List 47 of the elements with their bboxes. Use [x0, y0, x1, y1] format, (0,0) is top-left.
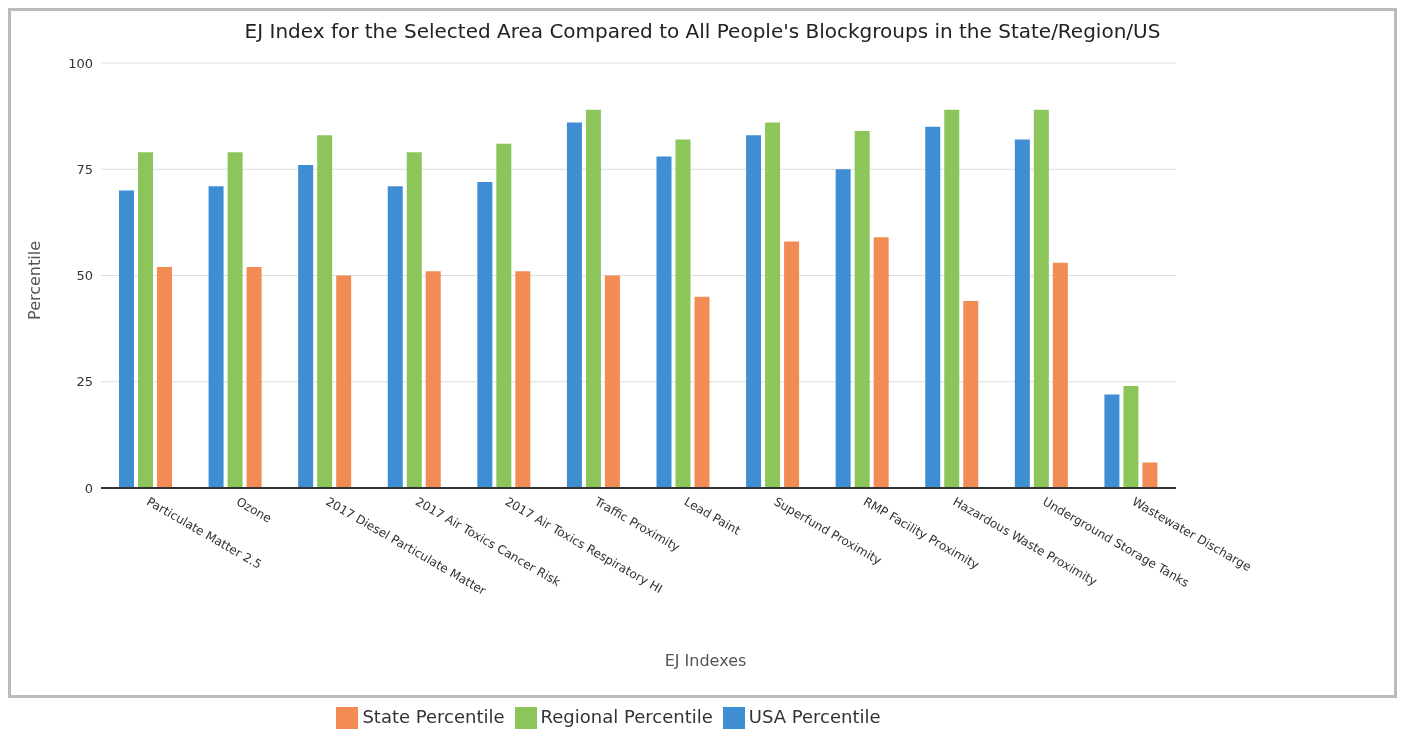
y-tick-label: 0	[84, 480, 93, 496]
bar	[119, 190, 134, 488]
bar	[656, 156, 672, 488]
y-tick-label: 50	[76, 268, 93, 284]
bar	[317, 135, 333, 488]
bar	[585, 109, 601, 488]
bar	[1123, 386, 1139, 488]
bar	[675, 139, 691, 488]
bar	[925, 126, 941, 488]
bar	[1014, 139, 1030, 488]
bar	[227, 152, 243, 488]
bar	[1142, 462, 1158, 488]
chart-title: EJ Index for the Selected Area Compared to All People's Blockgroups in the State/Region/US	[243, 19, 1162, 43]
legend-label: Regional Percentile	[540, 706, 713, 727]
bar	[157, 267, 172, 488]
bar	[477, 182, 493, 488]
bar	[835, 169, 851, 488]
bar	[873, 237, 889, 488]
y-tick-label: 25	[76, 374, 93, 390]
bar	[694, 296, 710, 488]
bar	[1052, 262, 1068, 488]
y-tick-label: 75	[76, 161, 93, 177]
bar	[746, 135, 762, 488]
bar	[138, 152, 153, 488]
bar	[1033, 109, 1049, 488]
bar	[765, 122, 781, 488]
bar	[784, 241, 800, 488]
bar	[1104, 394, 1120, 488]
bar	[515, 271, 531, 488]
bar	[336, 275, 352, 488]
bar	[944, 109, 960, 488]
bar	[963, 301, 979, 488]
x-axis-title: EJ Indexes	[663, 651, 748, 670]
bar	[208, 186, 224, 488]
bar	[566, 122, 582, 488]
bar	[387, 186, 403, 488]
bar	[425, 271, 441, 488]
bar	[406, 152, 422, 488]
bar	[854, 131, 870, 488]
bar	[496, 143, 512, 488]
bar	[298, 165, 314, 488]
y-axis-title: Percentile	[25, 241, 44, 320]
bar	[246, 267, 262, 488]
bar	[604, 275, 620, 488]
legend-label: USA Percentile	[748, 706, 881, 727]
y-tick-label: 100	[68, 55, 93, 71]
legend-label: State Percentile	[362, 706, 505, 727]
